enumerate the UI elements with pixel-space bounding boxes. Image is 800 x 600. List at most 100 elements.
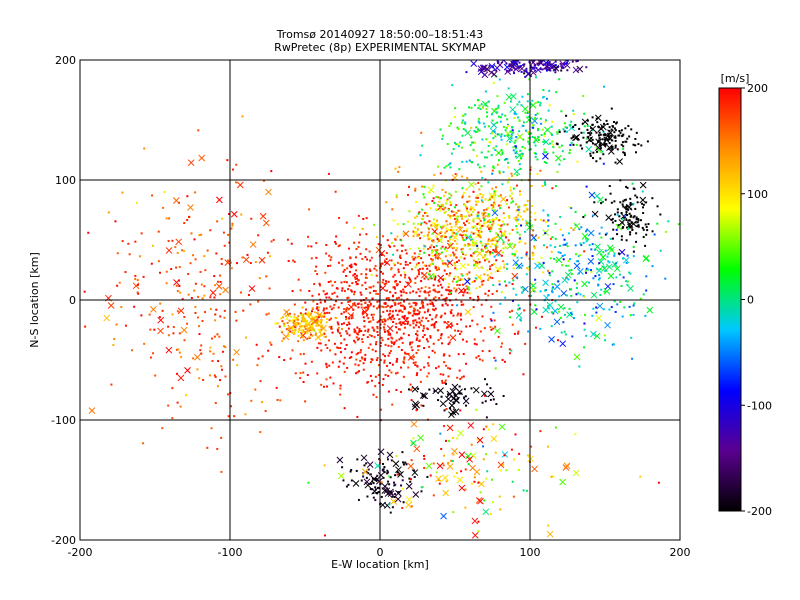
data-point: [554, 426, 557, 429]
data-point: [332, 382, 335, 385]
data-point: [599, 293, 602, 296]
data-point-x: [599, 123, 607, 131]
data-point: [343, 322, 346, 325]
data-point: [171, 417, 174, 420]
data-point-x: [542, 138, 550, 146]
data-point: [455, 204, 458, 207]
data-point: [420, 404, 423, 407]
data-point: [324, 343, 327, 346]
data-point: [449, 310, 452, 313]
data-point: [629, 272, 632, 275]
data-point: [427, 308, 430, 311]
data-point: [392, 343, 395, 346]
data-point: [167, 334, 170, 337]
data-point: [278, 325, 281, 328]
data-point: [369, 374, 372, 377]
data-point: [399, 254, 402, 257]
data-point: [474, 131, 477, 134]
data-point: [519, 190, 522, 193]
data-point: [450, 194, 453, 197]
data-point: [603, 138, 606, 141]
data-point-x: [554, 154, 562, 162]
data-point: [394, 372, 397, 375]
data-point: [363, 306, 366, 309]
data-point: [223, 316, 226, 319]
data-point: [429, 207, 432, 210]
data-point: [336, 328, 339, 331]
data-point: [372, 305, 375, 308]
data-point: [429, 302, 432, 305]
data-point: [342, 270, 345, 273]
data-point: [454, 275, 457, 278]
data-point: [501, 358, 504, 361]
data-point: [443, 381, 446, 384]
data-point: [525, 251, 528, 254]
data-point: [509, 316, 512, 319]
data-point: [616, 213, 619, 216]
data-point: [512, 149, 515, 152]
data-point: [375, 269, 378, 272]
data-point: [447, 367, 450, 370]
data-point: [504, 296, 507, 299]
data-point: [313, 329, 316, 332]
data-point: [442, 225, 445, 228]
data-point: [477, 234, 480, 237]
data-point: [534, 218, 537, 221]
data-point: [620, 211, 623, 214]
data-point: [324, 271, 327, 274]
data-point: [488, 198, 491, 201]
data-point: [485, 221, 488, 224]
data-point: [554, 300, 557, 303]
data-point: [343, 308, 346, 311]
data-point: [180, 355, 183, 358]
data-point: [506, 181, 509, 184]
data-point: [471, 206, 474, 209]
data-point: [452, 401, 455, 404]
data-point: [498, 280, 501, 283]
data-point: [583, 346, 586, 349]
data-point-x: [377, 448, 385, 456]
data-point: [520, 256, 523, 259]
data-point: [412, 322, 415, 325]
data-point: [551, 283, 554, 286]
data-point: [496, 240, 499, 243]
data-point: [439, 128, 442, 131]
data-point-x: [576, 268, 584, 275]
data-point: [396, 284, 399, 287]
data-point: [591, 138, 594, 141]
data-point: [435, 367, 438, 370]
data-point: [354, 276, 357, 279]
data-point: [604, 249, 607, 252]
data-point: [421, 261, 424, 264]
data-point: [393, 317, 396, 320]
data-point: [559, 215, 562, 218]
data-point-x: [379, 501, 387, 509]
data-point: [472, 232, 475, 235]
data-point: [480, 103, 483, 106]
data-point: [597, 278, 600, 281]
data-point: [330, 327, 333, 330]
data-point-x: [482, 100, 489, 108]
data-point: [472, 190, 475, 193]
data-point: [637, 219, 640, 222]
data-point: [336, 346, 339, 349]
data-point: [455, 256, 458, 259]
data-point: [482, 428, 485, 431]
data-point: [414, 266, 417, 269]
data-point: [508, 65, 511, 68]
data-point: [592, 307, 595, 310]
data-point: [458, 333, 461, 336]
data-point: [341, 259, 344, 262]
data-point: [377, 243, 380, 246]
data-point: [599, 142, 602, 145]
data-point: [521, 152, 524, 155]
data-point: [454, 215, 457, 218]
data-point: [463, 290, 466, 293]
data-point: [547, 524, 550, 527]
data-point: [498, 219, 501, 222]
data-point: [170, 268, 173, 271]
data-point: [393, 264, 396, 267]
data-point: [447, 163, 450, 166]
data-point: [447, 293, 450, 296]
